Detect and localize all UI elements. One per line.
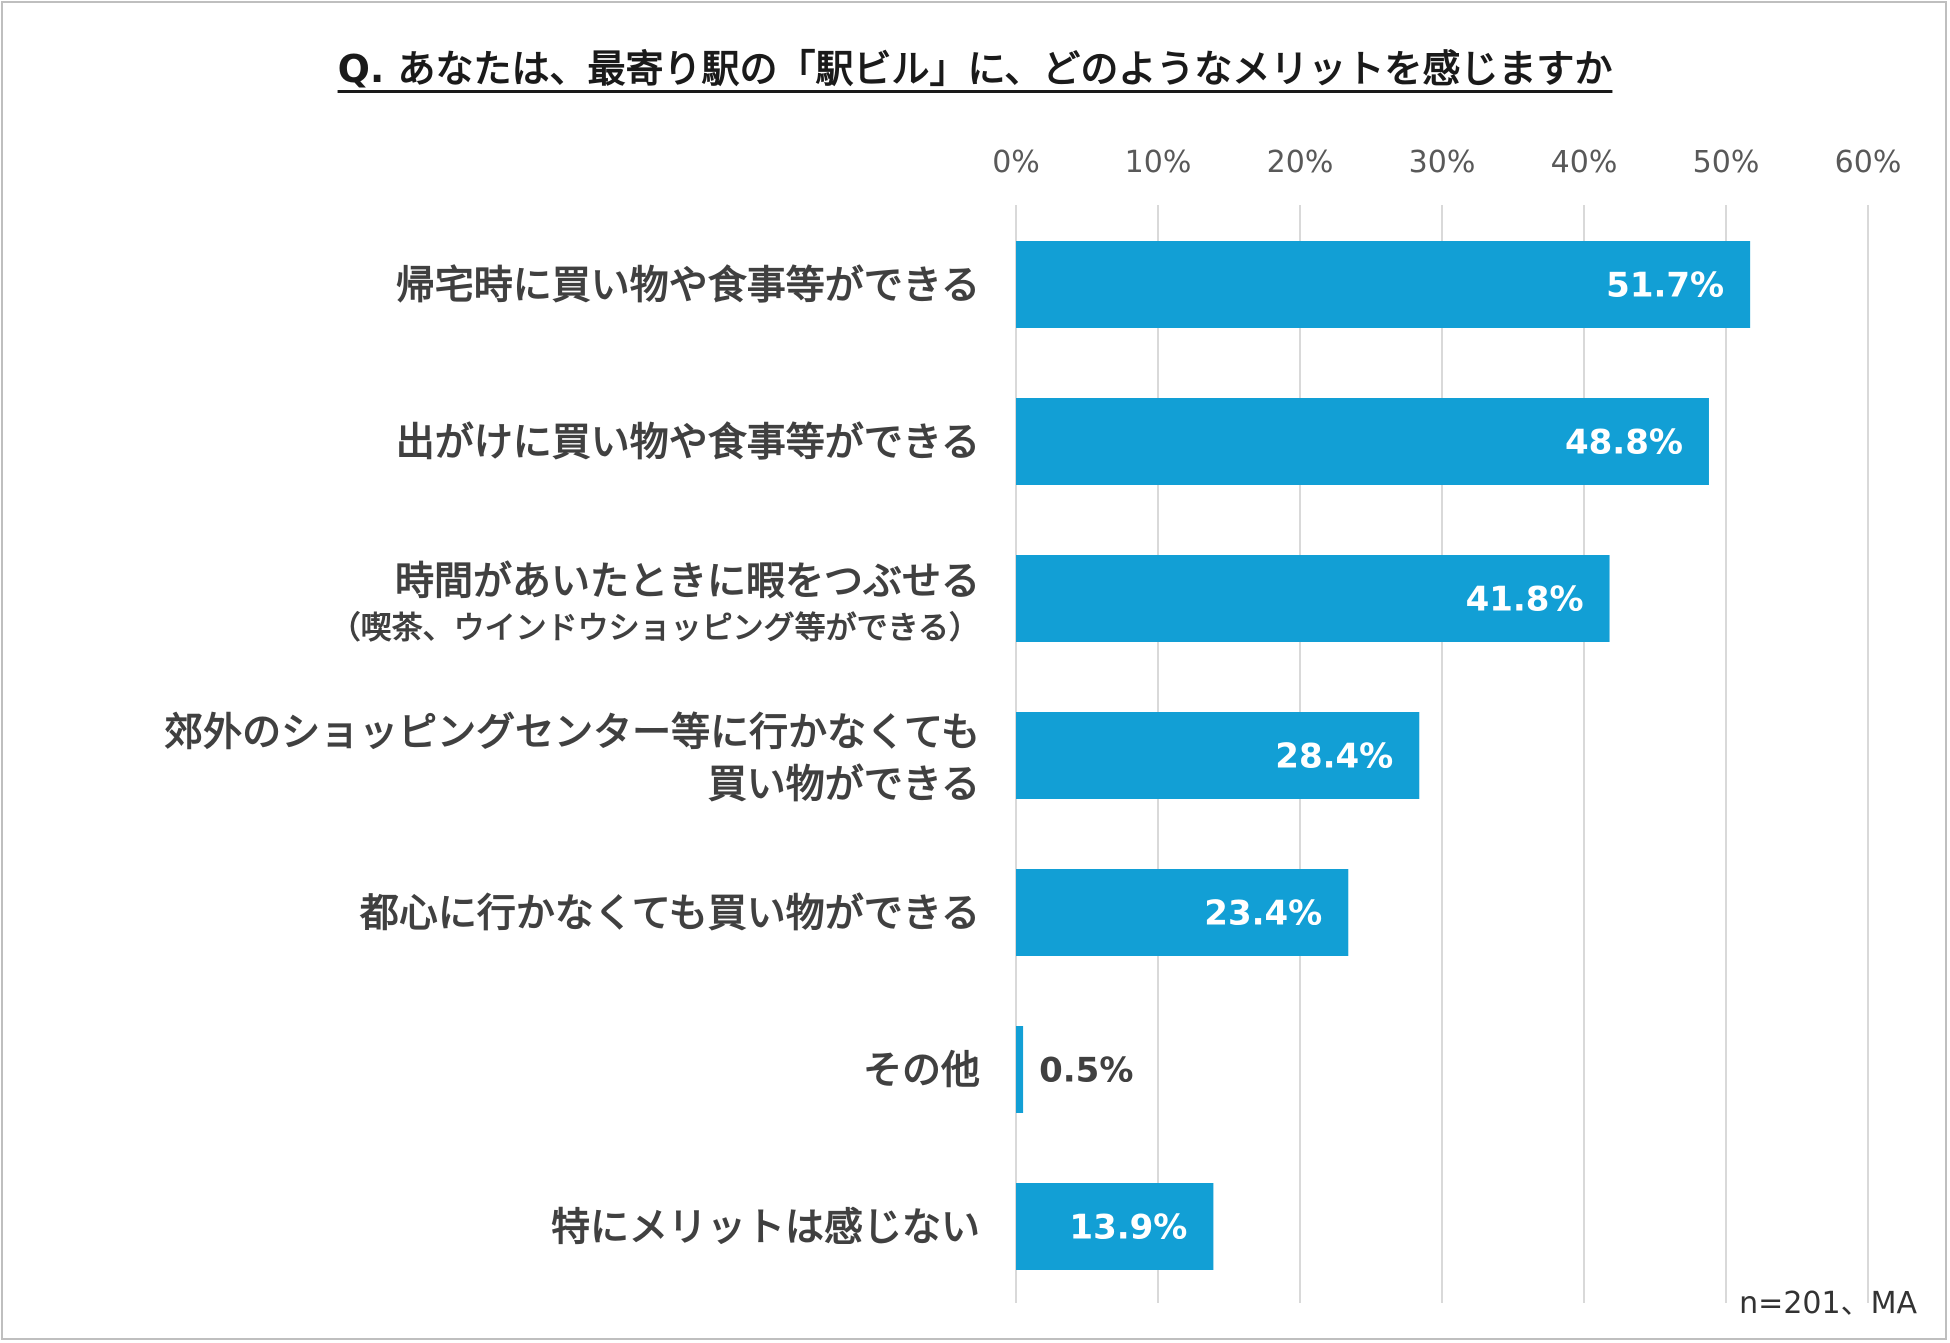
x-tick-label: 0% <box>992 145 1040 180</box>
category-label: 郊外のショッピングセンター等に行かなくても <box>164 711 980 756</box>
data-label: 41.8% <box>1466 580 1584 620</box>
data-label: 48.8% <box>1565 423 1683 463</box>
data-label: 13.9% <box>1069 1208 1187 1248</box>
data-label: 0.5% <box>1039 1051 1133 1091</box>
bar <box>1016 398 1709 485</box>
chart-title: Q. あなたは、最寄り駅の「駅ビル」に、どのようなメリットを感じますか <box>0 38 1950 93</box>
category-label: 帰宅時に買い物や食事等ができる <box>396 264 980 309</box>
category-sublabel: （喫茶、ウインドウショッピング等ができる） <box>330 611 980 647</box>
bar <box>1016 712 1420 799</box>
category-label: 時間があいたときに暇をつぶせる <box>395 560 980 605</box>
sample-note: n=201、MA <box>1739 1286 1917 1321</box>
data-label: 51.7% <box>1606 266 1724 306</box>
x-tick-label: 40% <box>1551 145 1618 180</box>
bar <box>1016 869 1349 956</box>
category-label: 買い物ができる <box>708 763 980 808</box>
category-label: 出がけに買い物や食事等ができる <box>396 421 980 466</box>
category-label: その他 <box>863 1049 980 1094</box>
chart-title-text: Q. あなたは、最寄り駅の「駅ビル」に、どのようなメリットを感じますか <box>337 47 1613 91</box>
bar <box>1016 555 1610 642</box>
bar <box>1016 241 1751 328</box>
x-tick-label: 30% <box>1409 145 1476 180</box>
bar <box>1016 1183 1214 1270</box>
x-tick-label: 60% <box>1835 145 1902 180</box>
x-tick-label: 20% <box>1267 145 1334 180</box>
data-label: 23.4% <box>1204 894 1322 934</box>
x-tick-label: 10% <box>1125 145 1192 180</box>
data-label: 28.4% <box>1275 737 1393 777</box>
x-tick-label: 50% <box>1693 145 1760 180</box>
bar <box>1016 1026 1024 1113</box>
category-label: 特にメリットは感じない <box>551 1206 980 1251</box>
category-label: 都心に行かなくても買い物ができる <box>359 892 980 937</box>
